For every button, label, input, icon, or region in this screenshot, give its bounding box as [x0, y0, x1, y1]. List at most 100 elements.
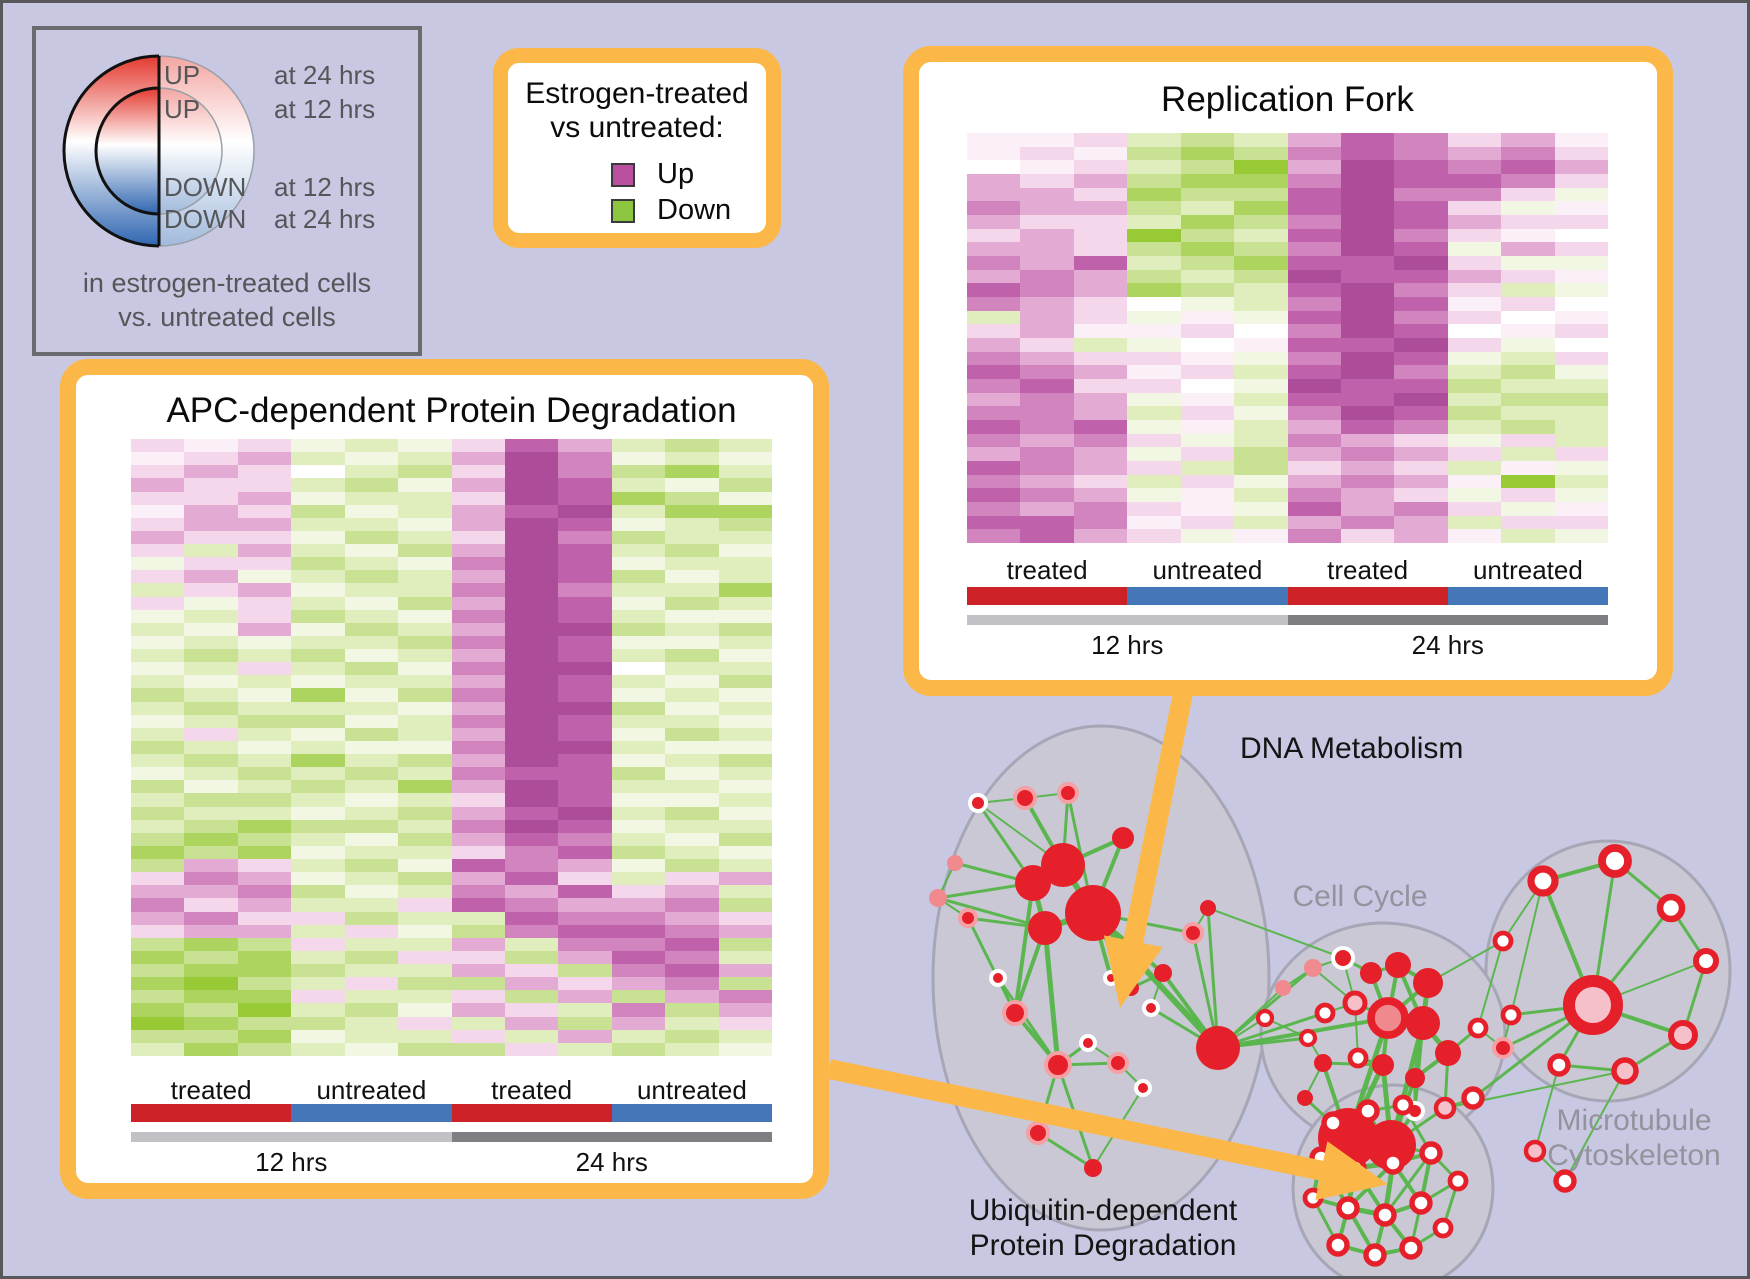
- heatmap-cell: [718, 609, 772, 623]
- heatmap-cell: [1394, 242, 1448, 256]
- heatmap-cell: [398, 806, 452, 820]
- heatmap-cell: [718, 491, 772, 505]
- heatmap-cell: [344, 609, 399, 623]
- heatmap-cell: [237, 1042, 292, 1056]
- heatmap-cell: [504, 596, 559, 610]
- heatmap-cell: [451, 885, 505, 899]
- heatmap-cell: [1020, 447, 1074, 461]
- heatmap-cell: [1073, 379, 1128, 393]
- heatmap-cell: [451, 950, 505, 965]
- heatmap-cell: [504, 885, 559, 899]
- heatmap-cell: [1127, 228, 1181, 243]
- heatmap-cell: [1340, 338, 1395, 352]
- heatmap-cell: [1394, 160, 1448, 174]
- heatmap-cell: [1180, 379, 1235, 393]
- heatmap-cell: [1501, 160, 1555, 174]
- heatmap-cell: [967, 256, 1021, 270]
- heatmap-cell: [611, 819, 666, 833]
- gene-node-dn: [1598, 844, 1632, 878]
- heatmap-cell: [1501, 515, 1555, 530]
- heatmap-cell: [1340, 201, 1395, 215]
- heatmap-cell: [451, 649, 505, 663]
- heatmap-cell: [611, 1042, 666, 1056]
- heatmap-cell: [451, 780, 505, 794]
- heatmap-cell: [558, 675, 612, 689]
- heatmap-cell: [665, 924, 719, 938]
- heatmap-cell: [718, 819, 772, 833]
- heatmap-cell: [451, 832, 505, 846]
- heatmap-cell: [1554, 297, 1608, 311]
- heatmap-cell: [1554, 324, 1608, 338]
- heatmap-cell: [504, 478, 559, 492]
- heatmap-cell: [1340, 488, 1395, 502]
- heatmap-cell: [344, 898, 399, 912]
- heatmap-cell: [718, 635, 772, 650]
- heatmap-cell: [967, 433, 1021, 448]
- heatmap-cell: [237, 635, 292, 650]
- rf-group-untreated-12: untreated: [1152, 555, 1263, 585]
- heatmap-cell: [1394, 324, 1448, 338]
- heatmap-cell: [237, 675, 292, 689]
- heatmap-cell: [1447, 392, 1502, 407]
- concentric-scale-icon: [62, 54, 255, 248]
- down-label: Down: [657, 194, 732, 226]
- heatmap-cell: [611, 740, 666, 755]
- heatmap-cell: [1073, 392, 1128, 407]
- heatmap-cell: [718, 557, 772, 571]
- heatmap-cell: [237, 964, 292, 978]
- heatmap-cell: [1501, 201, 1555, 215]
- cluster-ellipse: [1484, 839, 1732, 1103]
- heatmap-cell: [451, 911, 505, 925]
- heatmap-cell: [611, 675, 666, 689]
- heatmap-cell: [1287, 215, 1341, 229]
- heatmap-cell: [131, 872, 185, 886]
- heatmap-cell: [451, 714, 505, 728]
- heatmap-cell: [184, 583, 238, 597]
- heatmap-cell: [184, 570, 238, 584]
- heatmap-cell: [1180, 146, 1235, 161]
- heatmap-cell: [131, 557, 185, 571]
- heatmap-cell: [558, 504, 612, 518]
- heatmap-cell: [1234, 420, 1288, 434]
- gene-node-dn: [1326, 1233, 1350, 1257]
- heatmap-cell: [131, 950, 185, 965]
- heatmap-cell: [131, 1042, 185, 1056]
- heatmap-cell: [1127, 283, 1181, 297]
- gene-node-s: [1360, 962, 1382, 984]
- heatmap-cell: [718, 1029, 772, 1043]
- heatmap-cell: [1287, 187, 1341, 202]
- heatmap-cell: [504, 937, 559, 951]
- heatmap-cell: [451, 793, 505, 807]
- heatmap-cell: [1180, 256, 1235, 270]
- heatmap-cell: [237, 806, 292, 820]
- heatmap-cell: [184, 911, 238, 925]
- heatmap-cell: [1394, 256, 1448, 270]
- heatmap-cell: [504, 517, 559, 531]
- heatmap-cell: [1287, 529, 1341, 543]
- heatmap-cell: [1180, 283, 1235, 297]
- heatmap-cell: [237, 990, 292, 1004]
- heatmap-cell: [718, 1016, 772, 1030]
- network-edge: [1477, 940, 1504, 1029]
- heatmap-cell: [131, 452, 185, 466]
- heatmap-cell: [1234, 269, 1288, 284]
- heatmap-cell: [558, 530, 612, 545]
- heatmap-cell: [1340, 256, 1395, 270]
- heatmap-cell: [504, 950, 559, 965]
- heatmap-cell: [611, 609, 666, 623]
- heatmap-cell: [451, 701, 505, 715]
- heatmap-cell: [184, 1016, 238, 1030]
- heatmap-cell: [1180, 461, 1235, 475]
- heatmap-cell: [237, 583, 292, 597]
- heatmap-cell: [344, 780, 399, 794]
- heatmap-cell: [504, 1016, 559, 1030]
- heatmap-cell: [237, 570, 292, 584]
- heatmap-cell: [184, 635, 238, 650]
- deg-time-up12: at 12 hrs: [274, 94, 376, 124]
- heatmap-cell: [451, 544, 505, 558]
- heatmap-cell: [398, 832, 452, 846]
- heatmap-cell: [504, 701, 559, 715]
- heatmap-cell: [291, 898, 345, 912]
- heatmap-cell: [291, 714, 345, 728]
